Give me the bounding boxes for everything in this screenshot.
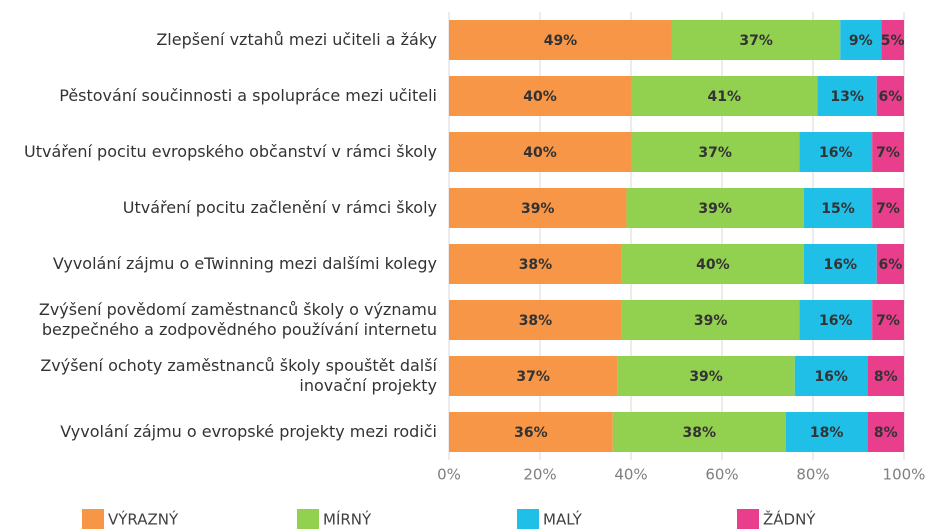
bar-segment (803, 188, 873, 228)
bar-segment (840, 20, 882, 60)
bar-segment (612, 412, 786, 452)
category-label: Vyvolání zájmu o evropské projekty mezi … (7, 404, 437, 460)
value-label: 16% (814, 369, 848, 385)
bar-segment (449, 300, 622, 340)
bar-segment (449, 244, 622, 284)
value-label: 37% (739, 33, 773, 49)
bar-segment (803, 244, 877, 284)
value-label: 39% (694, 313, 728, 329)
value-label: 15% (821, 201, 855, 217)
bar-segment (876, 76, 904, 116)
legend-label: VÝRAZNÝ (108, 510, 179, 529)
value-label: 7% (876, 145, 900, 161)
value-label: 37% (698, 145, 732, 161)
bar-segment (449, 76, 631, 116)
value-label: 16% (824, 257, 858, 273)
value-label: 49% (544, 33, 578, 49)
category-label: Utváření pocitu začlenění v rámci školy (7, 180, 437, 236)
value-label: 13% (830, 89, 864, 105)
x-tick-label: 0% (437, 466, 461, 484)
category-label: Zvýšení povědomí zaměstnanců školy o výz… (7, 292, 437, 348)
value-label: 39% (521, 201, 555, 217)
value-label: 41% (708, 89, 742, 105)
bar-segment (794, 356, 868, 396)
bar-segment (449, 132, 631, 172)
value-label: 39% (689, 369, 723, 385)
legend-swatch (737, 509, 759, 529)
value-label: 38% (519, 257, 553, 273)
value-label: 8% (874, 369, 898, 385)
value-label: 18% (810, 425, 844, 441)
bar-segment (867, 412, 904, 452)
value-label: 38% (519, 313, 553, 329)
bar-segment (785, 412, 868, 452)
bar-segment (617, 356, 795, 396)
value-label: 40% (523, 145, 557, 161)
value-label: 40% (523, 89, 557, 105)
value-label: 8% (874, 425, 898, 441)
x-tick-label: 60% (705, 466, 738, 484)
bar-segment (872, 188, 904, 228)
x-tick-label: 80% (796, 466, 829, 484)
value-label: 6% (878, 257, 902, 273)
bar-segment (671, 20, 841, 60)
category-text: Zvýšení ochoty zaměstnanců školy spouště… (40, 356, 437, 395)
value-label: 5% (881, 33, 905, 49)
bar-segment (621, 300, 800, 340)
bar-segment (449, 412, 613, 452)
bar-segment (621, 244, 804, 284)
bar-segment (449, 188, 627, 228)
value-label: 6% (878, 89, 902, 105)
x-tick-label: 40% (614, 466, 647, 484)
legend-label: MALÝ (543, 510, 583, 529)
legend-swatch (297, 509, 319, 529)
legend-swatch (82, 509, 104, 529)
category-label: Utváření pocitu evropského občanství v r… (7, 124, 437, 180)
value-label: 9% (849, 33, 873, 49)
category-text: Zlepšení vztahů mezi učiteli a žáky (156, 30, 437, 49)
value-label: 7% (876, 201, 900, 217)
bar-segment (799, 300, 873, 340)
bar-segment (631, 132, 800, 172)
legend-swatch (517, 509, 539, 529)
bar-segment (799, 132, 873, 172)
category-text: Pěstování součinnosti a spolupráce mezi … (59, 86, 437, 105)
category-text: Vyvolání zájmu o eTwinning mezi dalšími … (52, 254, 437, 273)
value-label: 40% (696, 257, 730, 273)
category-label: Vyvolání zájmu o eTwinning mezi dalšími … (7, 236, 437, 292)
bar-segment (449, 20, 672, 60)
bar-segment (449, 356, 618, 396)
bar-segment (872, 300, 904, 340)
value-label: 36% (514, 425, 548, 441)
bar-segment (872, 132, 904, 172)
value-label: 7% (876, 313, 900, 329)
bar-segment (881, 20, 904, 60)
value-label: 37% (516, 369, 550, 385)
x-tick-label: 100% (883, 466, 926, 484)
category-text: Vyvolání zájmu o evropské projekty mezi … (60, 422, 437, 441)
legend-label: MÍRNÝ (323, 510, 372, 529)
value-label: 39% (698, 201, 732, 217)
value-label: 16% (819, 313, 853, 329)
value-label: 38% (682, 425, 716, 441)
bar-segment (876, 244, 904, 284)
bar-segment (867, 356, 904, 396)
category-label: Zlepšení vztahů mezi učiteli a žáky (7, 12, 437, 68)
category-text: Zvýšení povědomí zaměstnanců školy o výz… (38, 300, 437, 339)
category-label: Pěstování součinnosti a spolupráce mezi … (7, 68, 437, 124)
legend-label: ŽÁDNÝ (763, 510, 816, 529)
bar-segment (817, 76, 877, 116)
bar-segment (631, 76, 818, 116)
value-label: 16% (819, 145, 853, 161)
category-label: Zvýšení ochoty zaměstnanců školy spouště… (7, 348, 437, 404)
x-tick-label: 20% (523, 466, 556, 484)
category-text: Utváření pocitu evropského občanství v r… (24, 142, 437, 161)
category-text: Utváření pocitu začlenění v rámci školy (122, 198, 437, 217)
bar-segment (626, 188, 804, 228)
